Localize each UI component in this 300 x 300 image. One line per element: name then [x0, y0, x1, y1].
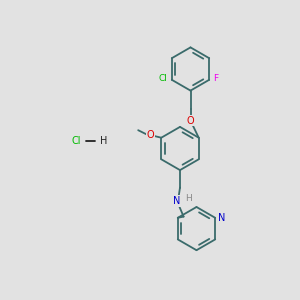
Text: O: O	[147, 130, 154, 140]
Text: Cl: Cl	[72, 136, 81, 146]
Text: N: N	[173, 196, 181, 206]
Text: O: O	[187, 116, 194, 126]
Text: N: N	[218, 213, 226, 223]
Text: H: H	[185, 194, 192, 203]
Text: H: H	[100, 136, 107, 146]
Text: F: F	[214, 74, 219, 83]
Text: Cl: Cl	[158, 74, 167, 83]
